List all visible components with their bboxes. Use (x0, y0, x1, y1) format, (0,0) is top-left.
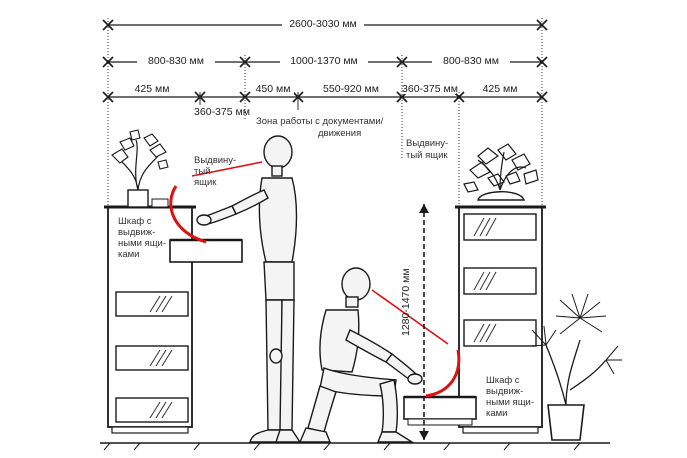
vertical-dimension (419, 204, 429, 440)
right-leader-line (371, 289, 449, 345)
standing-person-figure (196, 135, 302, 443)
dim-middle-zone: 1000-1370 мм (290, 55, 358, 67)
dim-right-drawer-pull: 360-375 мм (402, 83, 458, 95)
squatting-person-figure (298, 267, 423, 443)
drawer-right-label: Выдвину- тый ящик (406, 138, 451, 161)
dim-vertical-reach: 1280-1470 мм (400, 268, 412, 336)
dim-left-cabinet: 425 мм (135, 83, 170, 95)
right-cabinet (403, 205, 546, 434)
floor-hatching (103, 442, 581, 451)
dim-left-unit: 800-830 мм (148, 55, 204, 67)
reach-annotations (169, 161, 461, 398)
left-reach-arc (169, 185, 207, 244)
work-zone-label: Зона работы с документами/ движения (256, 116, 386, 139)
left-plant-icon (111, 129, 169, 208)
dim-right-unit: 800-830 мм (443, 55, 499, 67)
dim-work-reach: 550-920 мм (323, 83, 379, 95)
drawer-left-label: Выдвину- тый ящик (194, 155, 239, 188)
right-plant-icon (463, 143, 539, 201)
dim-left-drawer-pull: 360-375 мм (194, 106, 250, 118)
left-cabinet (104, 205, 243, 434)
left-leader-line (191, 161, 263, 177)
dim-right-cabinet: 425 мм (483, 83, 518, 95)
cabinet-left-label: Шкаф с выдвиж- ными ящи- ками (118, 216, 169, 260)
dim-total: 2600-3030 мм (289, 18, 357, 30)
dimension-lines (102, 18, 548, 210)
dim-standing-stance: 450 мм (256, 83, 291, 95)
cabinet-right-label: Шкаф с выдвиж- ными ящи- ками (486, 375, 537, 419)
floor-plant-icon (529, 293, 622, 441)
right-reach-arc (425, 349, 461, 398)
